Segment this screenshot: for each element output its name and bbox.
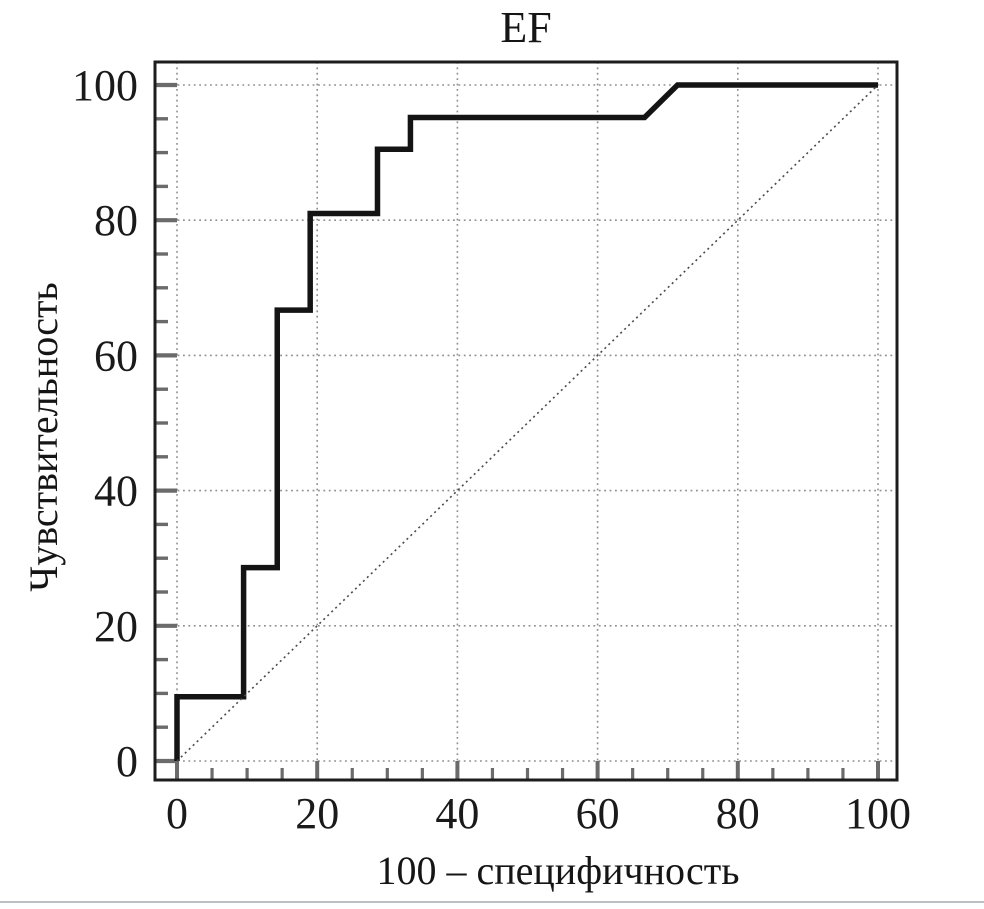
x-axis-label: 100 – специфичность <box>376 848 740 893</box>
y-tick-label: 0 <box>116 737 138 786</box>
axis-ticks <box>156 82 880 779</box>
y-tick-label: 40 <box>94 467 138 516</box>
tick-labels: 0 20 40 60 80 100 0 20 40 60 80 100 <box>72 61 911 838</box>
page-bottom-divider <box>0 901 984 903</box>
plot-frame <box>153 60 899 782</box>
gridlines <box>156 62 896 780</box>
y-tick-label: 80 <box>94 196 138 245</box>
y-tick-label: 20 <box>94 602 138 651</box>
chart-title: EF <box>500 3 552 52</box>
x-tick-label: 0 <box>166 789 188 838</box>
x-tick-label: 80 <box>716 789 760 838</box>
y-tick-label: 100 <box>72 61 138 110</box>
roc-curve <box>174 82 878 761</box>
x-tick-label: 100 <box>845 789 911 838</box>
reference-diagonal-line <box>176 84 879 762</box>
x-tick-label: 60 <box>576 789 620 838</box>
x-tick-label: 20 <box>295 789 339 838</box>
x-tick-label: 40 <box>435 789 479 838</box>
y-tick-label: 60 <box>94 331 138 380</box>
